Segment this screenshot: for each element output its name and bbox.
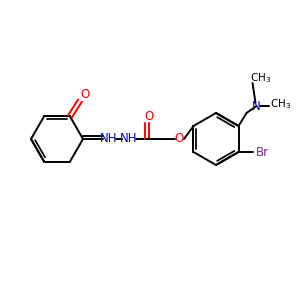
Text: CH$_3$: CH$_3$ [250, 71, 271, 85]
Text: CH$_3$: CH$_3$ [270, 97, 291, 111]
Text: O: O [174, 133, 184, 146]
Text: Br: Br [256, 146, 269, 158]
Text: O: O [144, 110, 154, 122]
Text: N: N [252, 100, 261, 112]
Text: NH: NH [120, 133, 138, 146]
Text: NH: NH [100, 133, 118, 146]
Text: O: O [80, 88, 90, 101]
